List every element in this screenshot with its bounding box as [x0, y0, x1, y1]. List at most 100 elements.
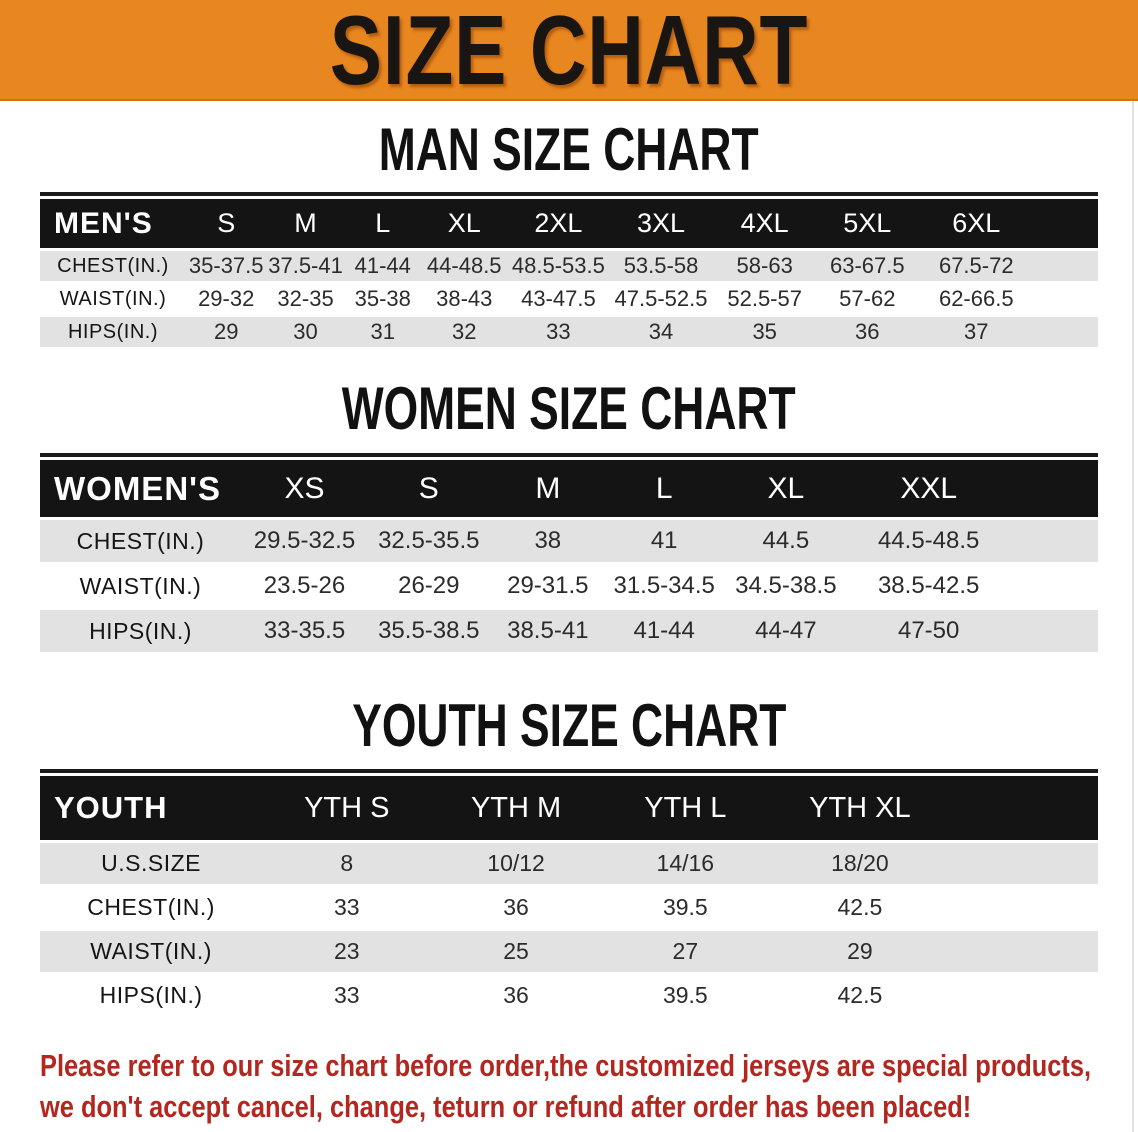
size-value-cell: 53.5-58 — [609, 251, 713, 281]
size-value-cell: 41-44 — [606, 610, 723, 652]
size-value-cell: 47.5-52.5 — [609, 284, 713, 314]
size-column-header: 4XL — [712, 199, 817, 248]
size-value-cell: 44-47 — [722, 610, 850, 652]
women-size-table: WOMEN'S XS S M L XL XXL CHEST(IN.) 29.5-32.5 32.5… — [40, 453, 1098, 655]
size-value-cell: 32 — [420, 317, 508, 347]
size-value-cell: 37.5-41 — [266, 251, 345, 281]
row-label: U.S.SIZE — [40, 843, 263, 884]
size-value-cell: 23 — [262, 931, 432, 972]
row-spacer-cell — [949, 843, 1098, 884]
row-label: CHEST(IN.) — [40, 887, 263, 928]
man-section-heading: MAN SIZE CHART — [0, 116, 1138, 183]
size-value-cell: 35-37.5 — [186, 251, 267, 281]
women-section-heading-text: WOMEN SIZE CHART — [342, 375, 796, 442]
size-value-cell: 10/12 — [431, 843, 601, 884]
disclaimer-line-2: we don't accept cancel, change, teturn o… — [40, 1089, 972, 1124]
size-value-cell: 44.5-48.5 — [849, 520, 1009, 562]
size-column-header: L — [344, 199, 421, 248]
youth-section-heading: YOUTH SIZE CHART — [0, 692, 1138, 759]
man-section-heading-text: MAN SIZE CHART — [379, 116, 759, 183]
size-value-cell: 25 — [431, 931, 601, 972]
size-value-cell: 33 — [262, 887, 432, 928]
size-column-header: 3XL — [609, 199, 713, 248]
size-value-cell: 38-43 — [420, 284, 508, 314]
size-value-cell: 36 — [816, 317, 919, 347]
size-value-cell: 36 — [431, 887, 601, 928]
size-value-cell: 58-63 — [712, 251, 817, 281]
size-value-cell: 29 — [769, 931, 950, 972]
row-label: HIPS(IN.) — [40, 610, 242, 652]
table-row: CHEST(IN.) 29.5-32.5 32.5-35.5 38 41 44.5 44.5… — [40, 520, 1098, 562]
table-row: CHEST(IN.) 33 36 39.5 42.5 — [40, 887, 1098, 928]
size-value-cell: 37 — [918, 317, 1035, 347]
table-row: WAIST(IN.) 29-32 32-35 35-38 38-43 43-47.5 47.… — [40, 284, 1098, 314]
size-value-cell: 33-35.5 — [241, 610, 368, 652]
size-value-cell: 33 — [507, 317, 610, 347]
size-value-cell: 34 — [609, 317, 713, 347]
table-row: HIPS(IN.) 29 30 31 32 33 34 35 36 37 — [40, 317, 1098, 347]
size-value-cell: 29.5-32.5 — [241, 520, 368, 562]
size-value-cell: 39.5 — [600, 975, 770, 1016]
size-value-cell: 36 — [431, 975, 601, 1016]
table-header-row: MEN'S S M L XL 2XL 3XL 4XL 5XL 6XL — [40, 199, 1098, 248]
size-value-cell: 47-50 — [849, 610, 1009, 652]
size-value-cell: 57-62 — [816, 284, 919, 314]
size-column-header: YTH S — [262, 776, 432, 840]
header-spacer-cell — [1008, 460, 1098, 517]
size-column-header: YTH XL — [769, 776, 950, 840]
size-value-cell: 38.5-42.5 — [849, 565, 1009, 607]
row-label: HIPS(IN.) — [40, 317, 186, 347]
size-value-cell: 48.5-53.5 — [507, 251, 610, 281]
size-value-cell: 43-47.5 — [507, 284, 610, 314]
size-value-cell: 38 — [489, 520, 606, 562]
size-value-cell: 42.5 — [769, 975, 950, 1016]
banner: SIZE CHART — [0, 0, 1138, 101]
size-value-cell: 38.5-41 — [489, 610, 606, 652]
table-header-label: YOUTH — [40, 776, 263, 840]
table-row: HIPS(IN.) 33-35.5 35.5-38.5 38.5-41 41-44 44-… — [40, 610, 1098, 652]
size-value-cell: 62-66.5 — [918, 284, 1035, 314]
row-label: CHEST(IN.) — [40, 520, 242, 562]
size-column-header: 6XL — [918, 199, 1035, 248]
size-column-header: S — [367, 460, 490, 517]
row-spacer-cell — [1034, 284, 1098, 314]
size-column-header: YTH L — [600, 776, 770, 840]
size-value-cell: 44-48.5 — [420, 251, 508, 281]
size-value-cell: 44.5 — [722, 520, 850, 562]
row-spacer-cell — [1034, 251, 1098, 281]
row-label: WAIST(IN.) — [40, 565, 242, 607]
size-value-cell: 18/20 — [769, 843, 950, 884]
size-value-cell: 63-67.5 — [816, 251, 919, 281]
size-value-cell: 35 — [712, 317, 817, 347]
size-column-header: XL — [420, 199, 508, 248]
women-section-heading: WOMEN SIZE CHART — [0, 375, 1138, 442]
row-spacer-cell — [1008, 565, 1098, 607]
size-value-cell: 23.5-26 — [241, 565, 368, 607]
row-spacer-cell — [949, 931, 1098, 972]
row-label: WAIST(IN.) — [40, 931, 263, 972]
youth-section-heading-text: YOUTH SIZE CHART — [351, 692, 787, 759]
table-header-label: MEN'S — [40, 199, 186, 248]
header-spacer-cell — [949, 776, 1098, 840]
row-spacer-cell — [1008, 520, 1098, 562]
table-row: U.S.SIZE 8 10/12 14/16 18/20 — [40, 843, 1098, 884]
size-value-cell: 41 — [606, 520, 723, 562]
banner-title: SIZE CHART — [329, 0, 809, 105]
table-header-label: WOMEN'S — [40, 460, 242, 517]
size-column-header: 5XL — [816, 199, 919, 248]
disclaimer: Please refer to our size chart before or… — [40, 1045, 1138, 1127]
size-value-cell: 8 — [262, 843, 432, 884]
size-value-cell: 31 — [344, 317, 421, 347]
disclaimer-line-1: Please refer to our size chart before or… — [40, 1048, 1092, 1083]
size-column-header: XXL — [849, 460, 1009, 517]
row-spacer-cell — [1008, 610, 1098, 652]
size-value-cell: 35-38 — [344, 284, 421, 314]
size-column-header: 2XL — [507, 199, 610, 248]
table-row: HIPS(IN.) 33 36 39.5 42.5 — [40, 975, 1098, 1016]
row-spacer-cell — [949, 975, 1098, 1016]
size-value-cell: 29-32 — [186, 284, 267, 314]
size-value-cell: 42.5 — [769, 887, 950, 928]
size-table-2: YOUTH YTH S YTH M YTH L YTH XL U.S.SIZE 8 10/12… — [40, 769, 1098, 1019]
size-value-cell: 32-35 — [266, 284, 345, 314]
